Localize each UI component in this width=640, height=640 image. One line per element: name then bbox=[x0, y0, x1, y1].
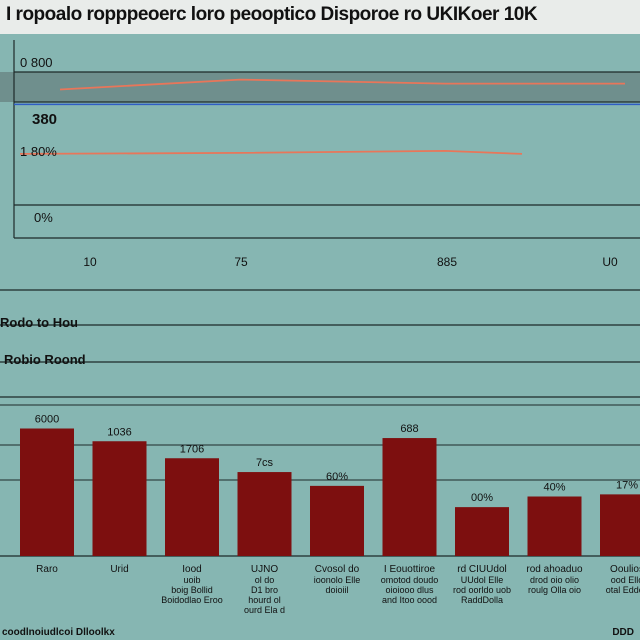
chart-canvas: 0 800 1 80% 0% 380 10 75 885 U0 Rodo to Hou Robi… bbox=[0, 40, 640, 616]
bar-category-sublabel: UUdol Elle bbox=[461, 575, 504, 585]
bar-category-sublabel: ioonolo Elle bbox=[314, 575, 361, 585]
bar bbox=[382, 438, 437, 556]
bar-category-sublabel: D1 bro bbox=[251, 585, 278, 595]
bar-category-label: Iood bbox=[182, 564, 201, 575]
bar-category-label: rod ahoaduo bbox=[526, 564, 583, 575]
bar bbox=[165, 458, 219, 556]
bar-category-sublabel: otal Eddoy bbox=[606, 585, 640, 595]
bar-category-sublabel: boig Bollid bbox=[171, 585, 213, 595]
section-label: Robio Roond bbox=[4, 352, 86, 367]
bar-value-label: 1036 bbox=[107, 426, 131, 438]
bar bbox=[92, 441, 147, 556]
bar-category-label: Cvosol do bbox=[315, 564, 360, 575]
bar-value-label: 60% bbox=[326, 471, 348, 483]
line-chart-value-label: 380 bbox=[32, 111, 57, 128]
bar-category-sublabel: doioiil bbox=[325, 585, 348, 595]
line-chart-x-tick-label: 10 bbox=[83, 255, 97, 269]
bar-category-label: Urid bbox=[110, 564, 128, 575]
bar-category-label: Ooulios bbox=[610, 564, 640, 575]
bar-category-sublabel: omotod doudo bbox=[381, 575, 439, 585]
chart-title: I ropoalo ropppeoerc loro peooptico Disp… bbox=[6, 4, 538, 25]
line-chart-series bbox=[14, 78, 640, 155]
line-chart-y-tick-label: 0% bbox=[34, 210, 53, 225]
bar-value-label: 6000 bbox=[35, 414, 59, 426]
line-chart-y-tick-label: 1 80% bbox=[20, 144, 57, 159]
line-chart-x-tick-label: U0 bbox=[602, 255, 618, 269]
section-label: Rodo to Hou bbox=[0, 315, 78, 330]
bar bbox=[310, 485, 364, 556]
bar-category-label: I Eouottiroe bbox=[384, 564, 436, 575]
title-band bbox=[0, 0, 640, 34]
bar-chart-bars bbox=[20, 428, 640, 556]
bar-value-label: 688 bbox=[400, 423, 418, 435]
line-chart-grid bbox=[13, 40, 640, 239]
bar-value-label: 7cs bbox=[256, 457, 274, 469]
bar-category-label: UJNO bbox=[251, 564, 278, 575]
line-chart-x-tick-label: 885 bbox=[437, 255, 457, 269]
bar bbox=[455, 507, 509, 556]
bar-category-sublabel: hourd ol bbox=[248, 595, 281, 605]
bar bbox=[237, 472, 292, 556]
bar-category-sublabel: and Itoo oood bbox=[382, 595, 437, 605]
footer: coodlnoiudlcoi Dlloolkx DDD bbox=[0, 627, 640, 640]
bar-value-label: 1706 bbox=[180, 443, 204, 455]
bar-value-label: 00% bbox=[471, 492, 493, 504]
footer-source: coodlnoiudlcoi Dlloolkx bbox=[2, 627, 115, 638]
line-chart-ticks: 0 800 1 80% 0% 380 10 75 885 U0 bbox=[20, 55, 618, 269]
bar bbox=[20, 428, 74, 556]
bar-category-sublabel: roulg Olla oio bbox=[528, 585, 581, 595]
bar-category-label: Raro bbox=[36, 564, 58, 575]
bar-category-sublabel: ourd Ela d bbox=[244, 605, 285, 615]
bar-category-sublabel: ol do bbox=[255, 575, 275, 585]
line-chart-y-tick-label: 0 800 bbox=[20, 55, 53, 70]
bar-category-sublabel: rod oorldo uob bbox=[453, 585, 511, 595]
line-chart: 0 800 1 80% 0% 380 10 75 885 U0 bbox=[0, 40, 640, 269]
bar bbox=[600, 494, 640, 556]
bar-category-sublabel: uoib bbox=[183, 575, 200, 585]
bar-category-sublabel: RaddDolla bbox=[461, 595, 503, 605]
footer-note: DDD bbox=[612, 627, 634, 638]
bar-category-sublabel: drod oio olio bbox=[530, 575, 579, 585]
section-labels: Rodo to Hou Robio Roond bbox=[0, 289, 640, 398]
line-series-2 bbox=[19, 149, 523, 155]
bar bbox=[527, 496, 582, 556]
bar-value-label: 17% bbox=[616, 479, 638, 491]
bar-category-sublabel: oioiooo dlus bbox=[385, 585, 434, 595]
bar-category-label: rd CIUUdol bbox=[457, 564, 506, 575]
line-series-1 bbox=[59, 78, 625, 91]
bar-value-label: 40% bbox=[543, 482, 565, 494]
line-chart-x-tick-label: 75 bbox=[234, 255, 248, 269]
bar-category-sublabel: Boidodlao Eroo bbox=[161, 595, 223, 605]
